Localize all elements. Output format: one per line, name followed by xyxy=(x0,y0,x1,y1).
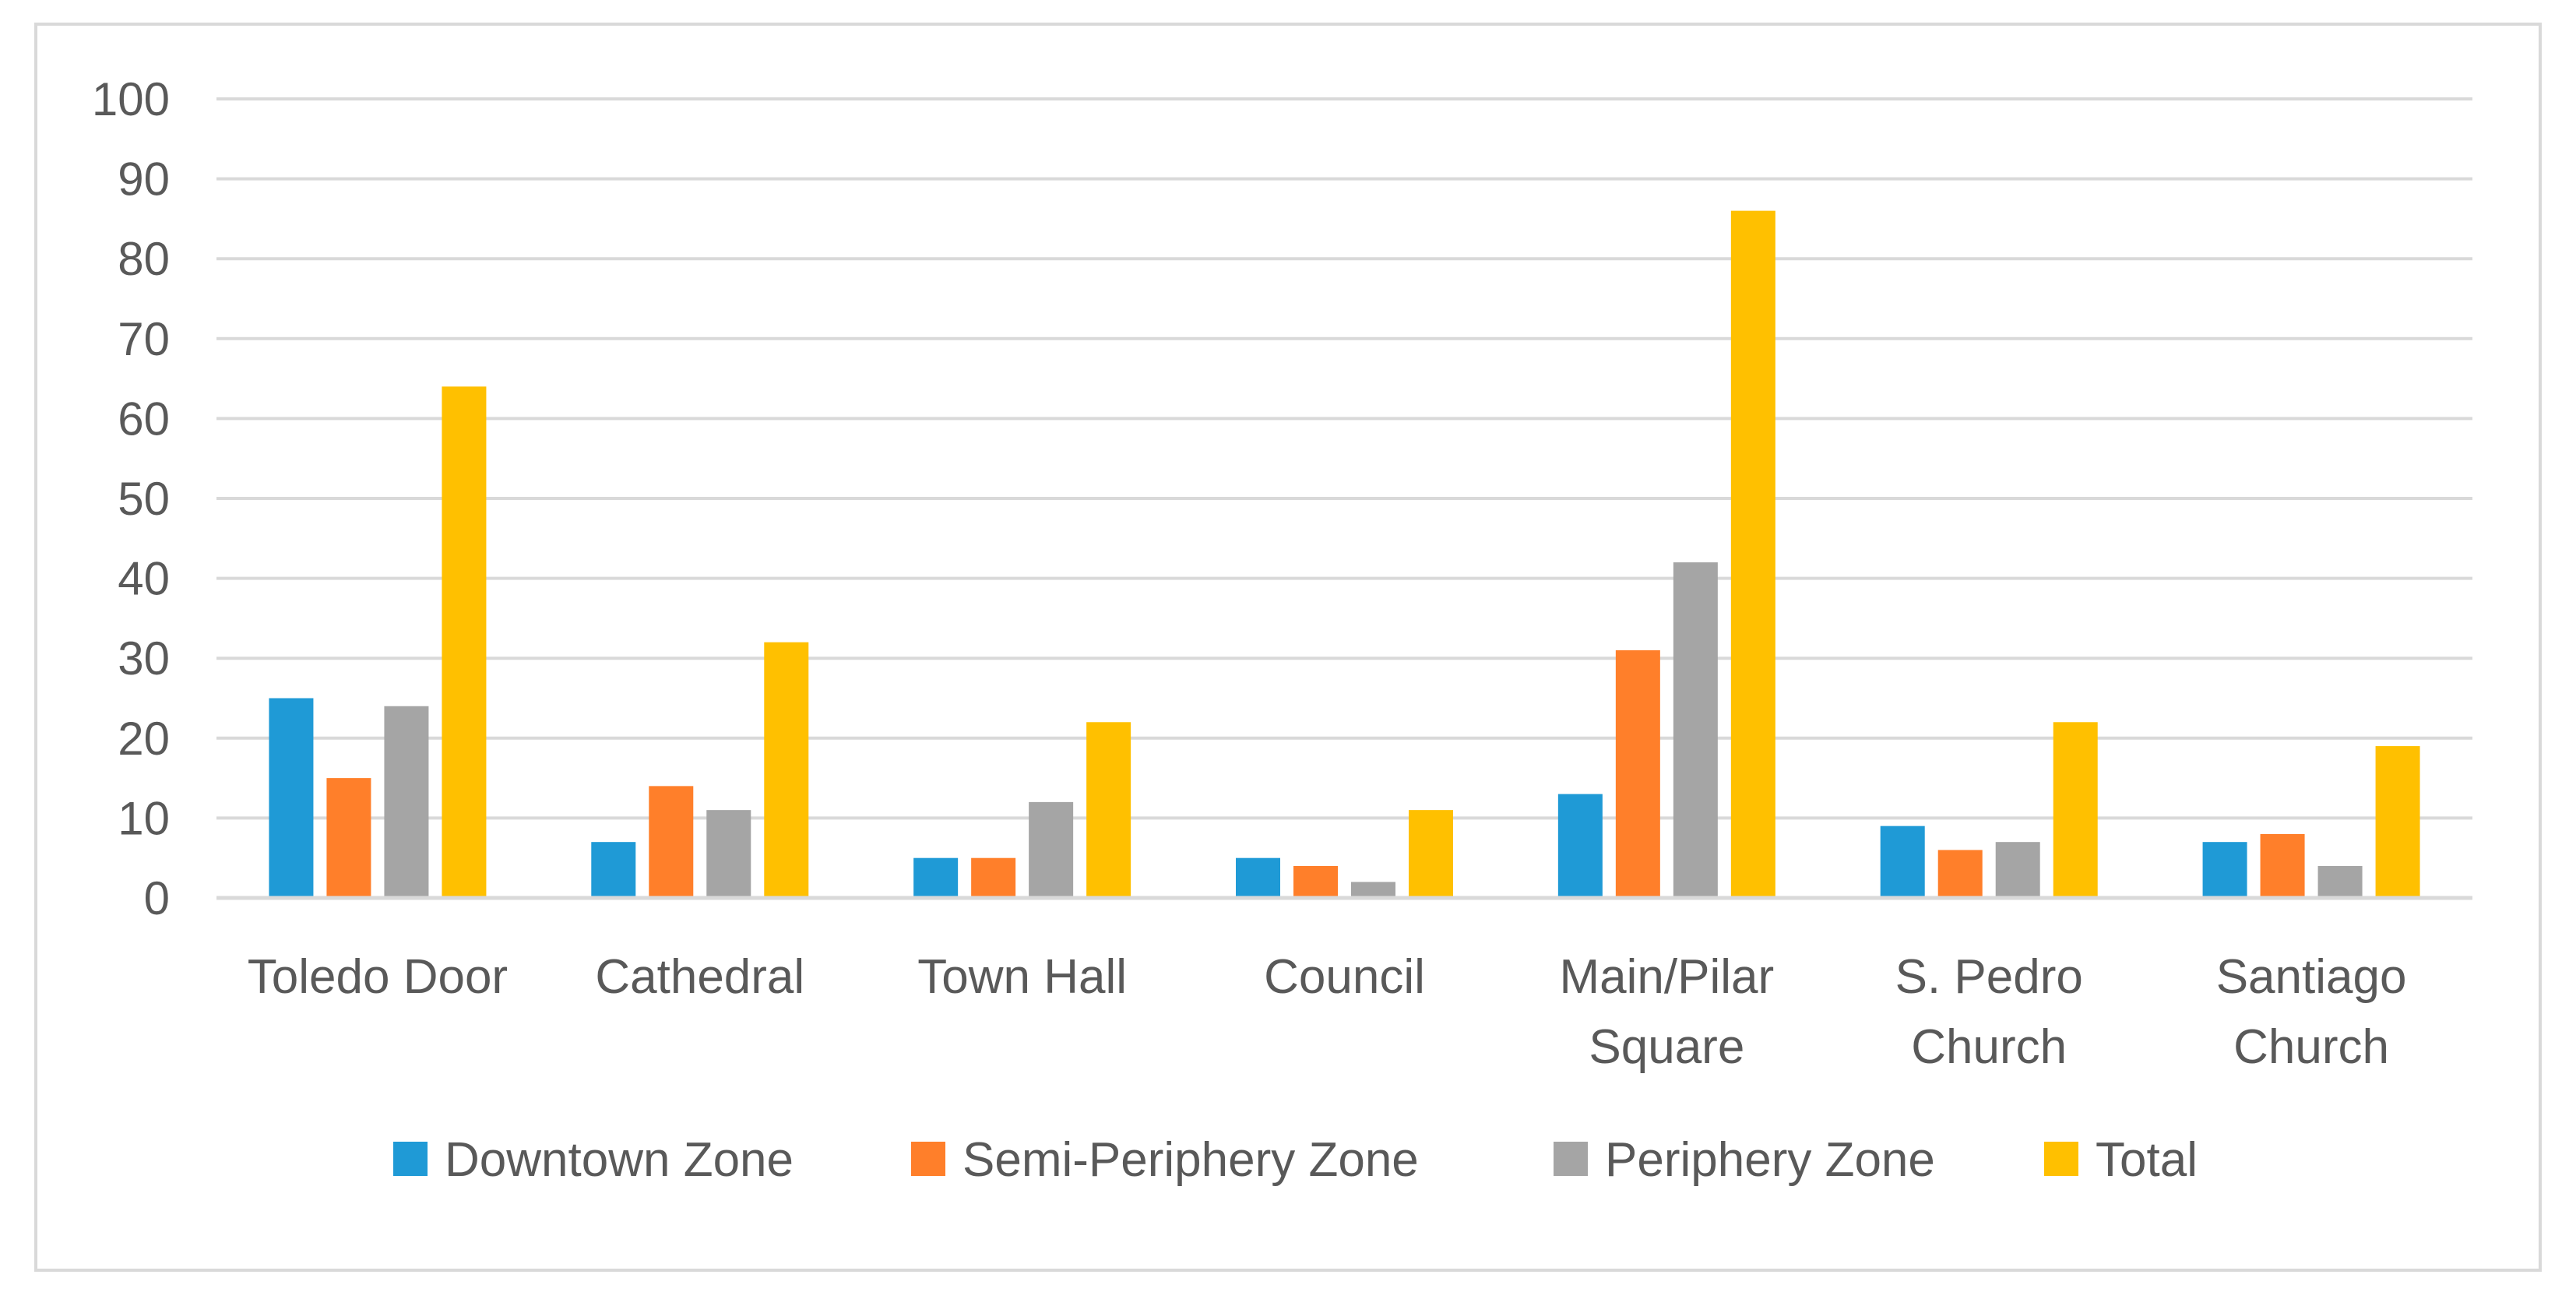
bar-semi-periphery-zone-1 xyxy=(649,786,694,898)
legend: Downtown Zone Semi-Periphery Zone Peripher… xyxy=(393,1133,2198,1187)
bar-downtown-zone-2 xyxy=(913,857,959,898)
y-tick-label: 100 xyxy=(92,73,170,125)
bar-semi-periphery-zone-6 xyxy=(2260,833,2305,898)
legend-label: Semi-Periphery Zone xyxy=(962,1133,1419,1187)
x-category-label: Council xyxy=(1264,950,1425,1004)
bar-periphery-zone-4 xyxy=(1673,562,1718,898)
x-category-label: S. Pedro xyxy=(1895,950,2083,1004)
bar-total-4 xyxy=(1730,210,1775,898)
bar-total-6 xyxy=(2375,746,2420,898)
bar-total-1 xyxy=(764,642,809,898)
y-tick-label: 70 xyxy=(118,313,170,365)
bar-semi-periphery-zone-2 xyxy=(971,857,1016,898)
legend-swatch xyxy=(2044,1142,2078,1176)
bar-total-2 xyxy=(1086,722,1131,898)
bar-periphery-zone-5 xyxy=(1995,842,2040,898)
legend-label: Periphery Zone xyxy=(1605,1133,1935,1187)
legend-swatch xyxy=(1554,1142,1588,1176)
x-axis-categories: Toledo Door Cathedral Town Hall Council Main… xyxy=(248,950,2407,1074)
legend-label: Downtown Zone xyxy=(445,1133,794,1187)
x-category-label: Toledo Door xyxy=(248,950,508,1004)
bar-downtown-zone-0 xyxy=(269,698,314,898)
y-tick-label: 60 xyxy=(118,393,170,445)
y-tick-label: 30 xyxy=(118,632,170,685)
y-tick-label: 90 xyxy=(118,153,170,206)
x-category-label: Church xyxy=(1911,1020,2067,1074)
x-category-label: Church xyxy=(2233,1020,2389,1074)
bar-downtown-zone-6 xyxy=(2202,842,2247,898)
bar-downtown-zone-3 xyxy=(1236,857,1280,898)
x-category-label: Town Hall xyxy=(917,950,1127,1004)
bar-total-3 xyxy=(1409,810,1453,898)
bar-downtown-zone-5 xyxy=(1880,826,1925,898)
x-category-label: Cathedral xyxy=(595,950,804,1004)
y-tick-label: 10 xyxy=(118,792,170,844)
bar-semi-periphery-zone-4 xyxy=(1615,650,1660,898)
chart-border xyxy=(34,23,2542,1272)
bar-total-5 xyxy=(2053,722,2098,898)
x-category-label: Square xyxy=(1589,1020,1744,1074)
bar-downtown-zone-4 xyxy=(1557,794,1603,898)
bar-total-0 xyxy=(442,386,487,898)
y-tick-label: 40 xyxy=(118,553,170,605)
y-tick-label: 20 xyxy=(118,713,170,765)
legend-swatch xyxy=(393,1142,428,1176)
x-category-label: Main/Pilar xyxy=(1560,950,1775,1004)
bar-periphery-zone-6 xyxy=(2317,865,2363,898)
bar-semi-periphery-zone-3 xyxy=(1293,865,1338,898)
legend-swatch xyxy=(911,1142,945,1176)
bar-periphery-zone-0 xyxy=(384,706,429,898)
y-tick-label: 80 xyxy=(118,233,170,285)
bar-periphery-zone-1 xyxy=(706,810,751,898)
gridlines xyxy=(216,97,2472,820)
y-axis-ticks: 0 10 20 30 40 50 60 70 80 90 100 xyxy=(92,73,170,924)
y-tick-label: 50 xyxy=(118,473,170,525)
bar-periphery-zone-3 xyxy=(1351,882,1395,898)
bar-downtown-zone-1 xyxy=(591,842,636,898)
legend-label: Total xyxy=(2096,1133,2198,1187)
x-category-label: Santiago xyxy=(2216,950,2407,1004)
bar-semi-periphery-zone-5 xyxy=(1937,850,1983,898)
bar-periphery-zone-2 xyxy=(1029,801,1074,898)
bars xyxy=(269,210,2420,898)
bar-semi-periphery-zone-0 xyxy=(326,778,371,898)
y-tick-label: 0 xyxy=(144,872,170,924)
